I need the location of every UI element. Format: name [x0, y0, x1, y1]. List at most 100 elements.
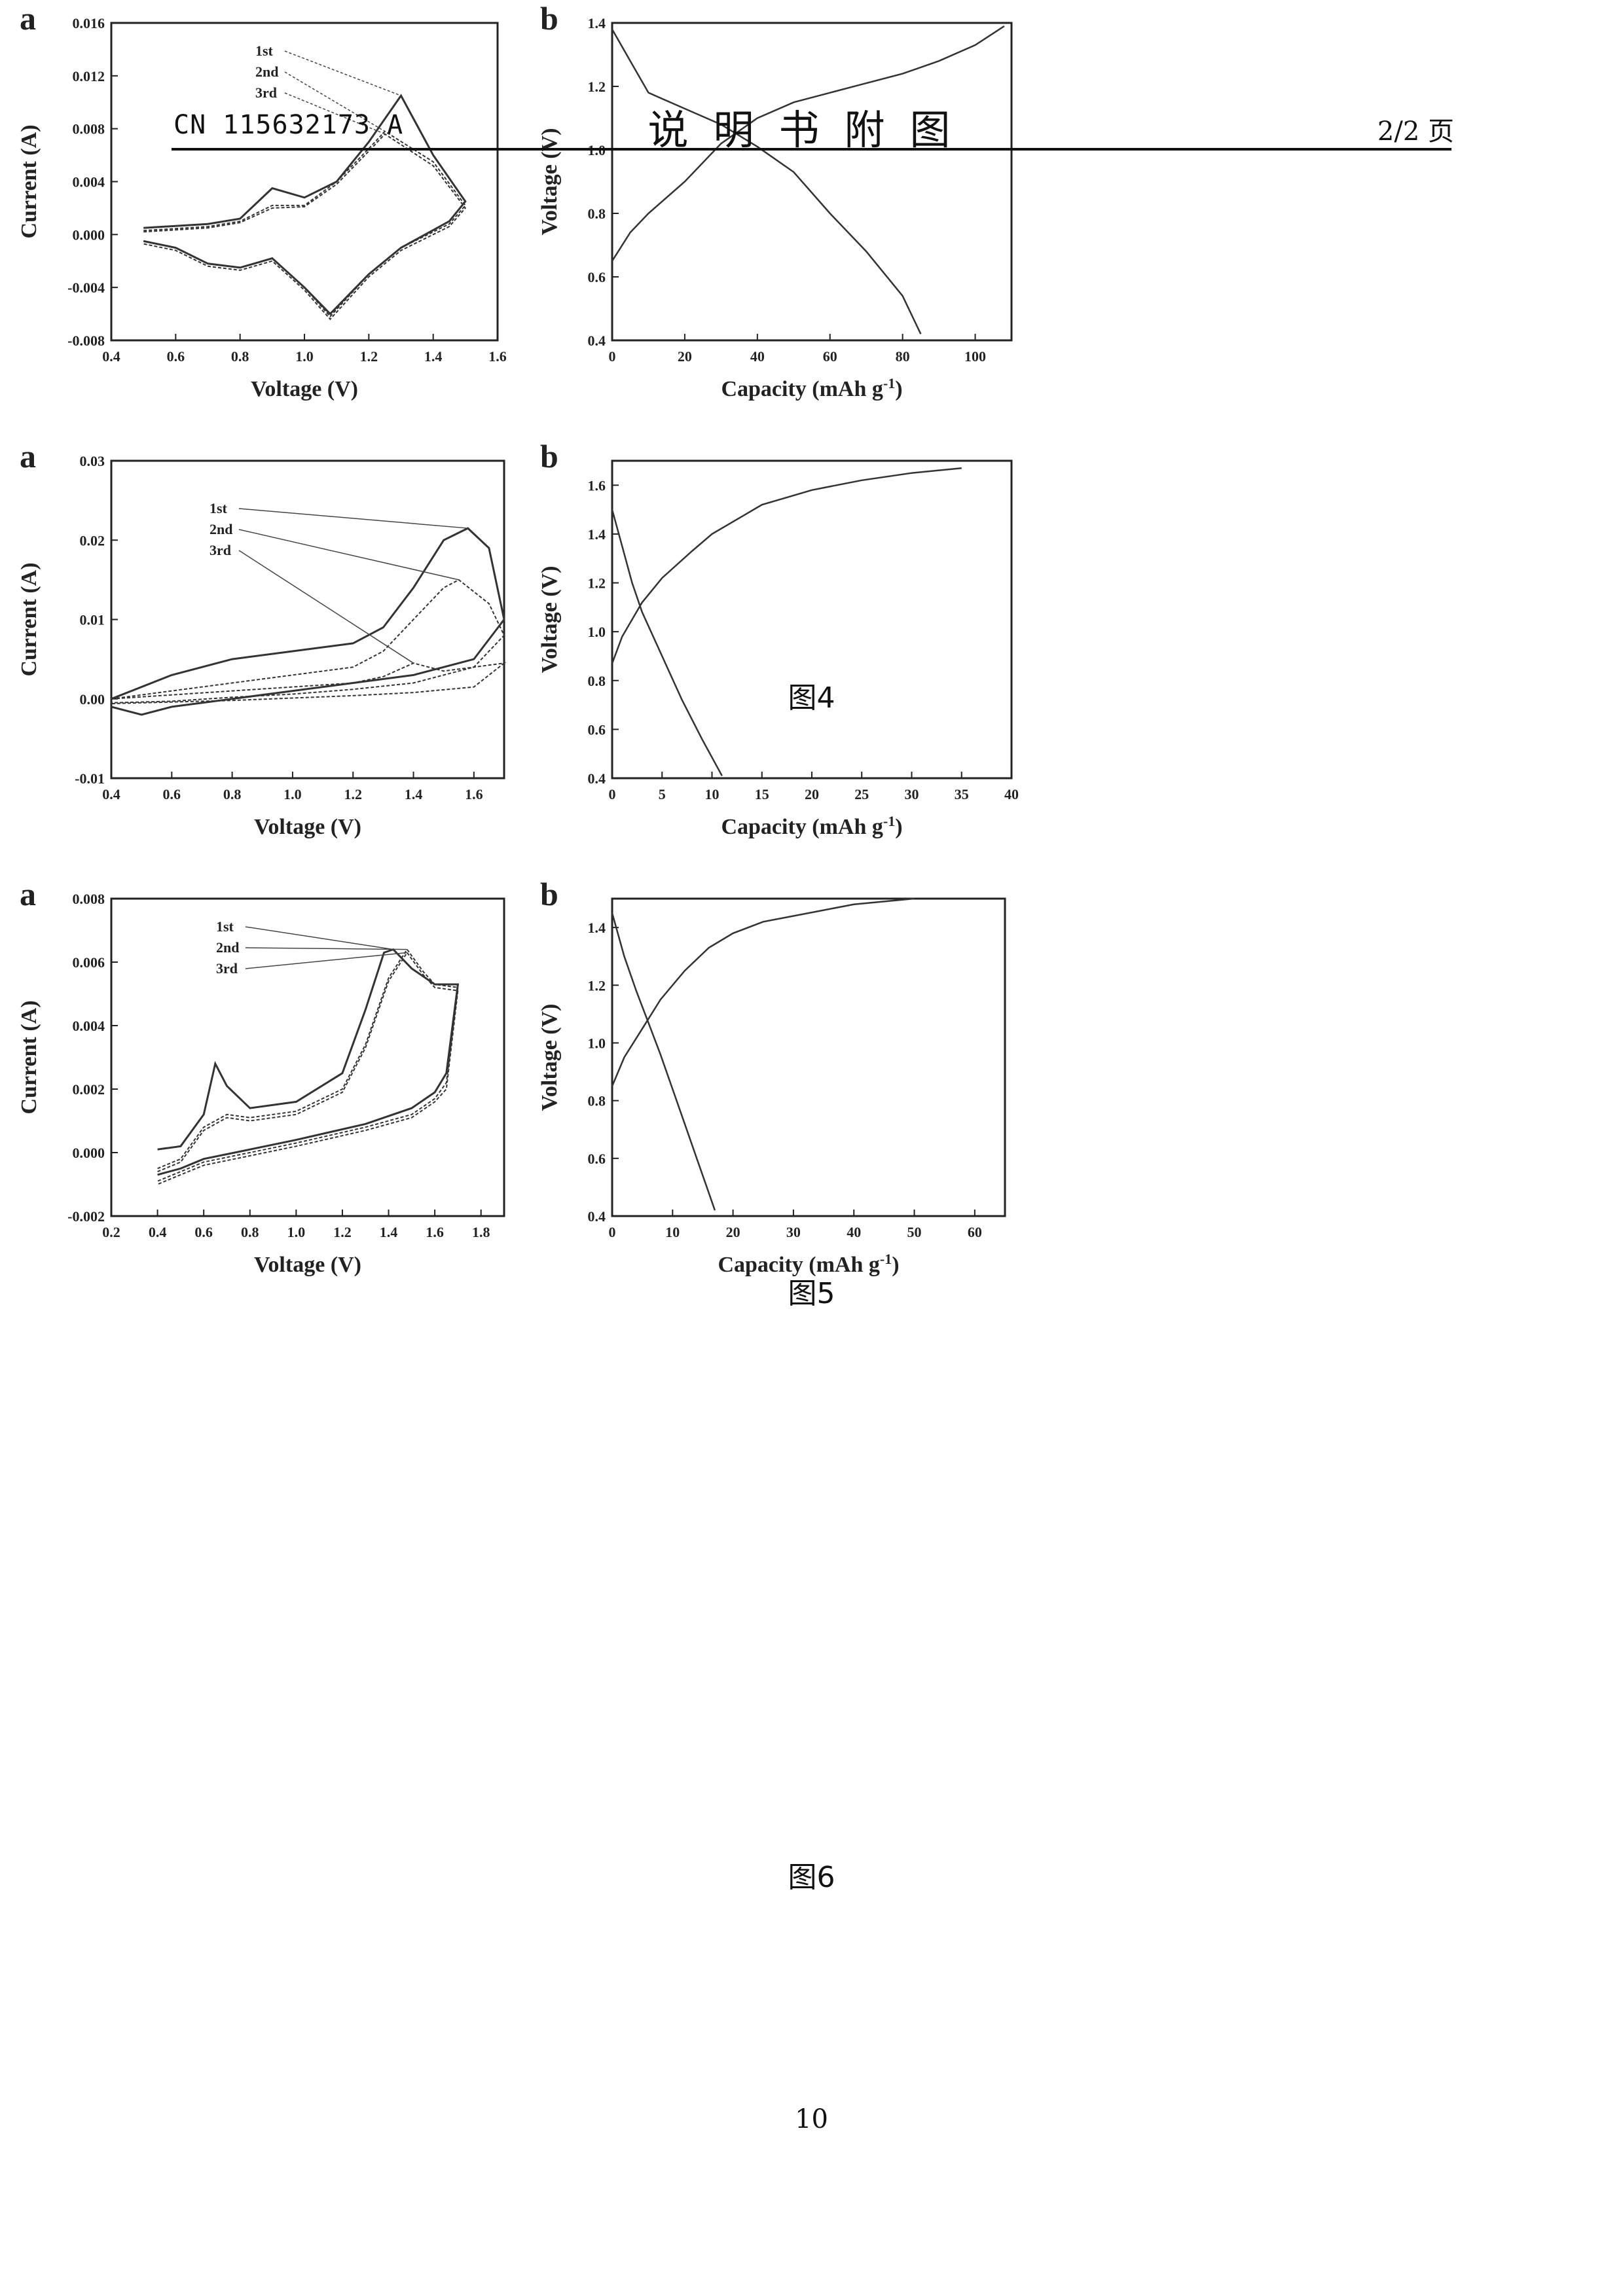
x-axis-label: Capacity (mAh g-1) — [718, 1251, 900, 1277]
y-tick-label: 1.4 — [588, 920, 606, 936]
fig4-caption: 图4 — [788, 681, 835, 715]
y-tick-label: 1.2 — [588, 79, 606, 95]
x-tick-label: 1.4 — [380, 1224, 398, 1240]
series-line — [143, 94, 467, 315]
fig5-caption: 图5 — [788, 1277, 835, 1310]
x-tick-label: 30 — [786, 1224, 801, 1240]
y-tick-label: 0.6 — [588, 1151, 606, 1167]
fig6-panel-a: 0.2 0.4 0.6 0.8 1.0 1.2 1.4 1.6 1.8 0.008 0.006 0.0… — [17, 876, 505, 1277]
y-tick-label: 0.8 — [588, 673, 606, 689]
legend-label: 2nd — [210, 521, 232, 537]
legend-leader-line — [238, 529, 459, 581]
y-tick-label: -0.002 — [67, 1208, 105, 1225]
legend-label: 3rd — [255, 84, 277, 101]
y-tick-label: 0.008 — [73, 121, 105, 137]
y-tick-label: 0.8 — [588, 206, 606, 222]
legend-leader-line — [238, 508, 468, 529]
y-tick-label: 0.4 — [588, 1208, 606, 1225]
x-tick-label: 10 — [665, 1224, 680, 1240]
series-line — [611, 25, 1005, 262]
y-tick-label: 1.6 — [588, 477, 606, 493]
y-axis-label: Current (A) — [17, 124, 41, 238]
y-tick-label: 0.8 — [588, 1093, 606, 1109]
legend-leader-line — [284, 50, 401, 96]
x-axis-label: Voltage (V) — [254, 1253, 361, 1277]
x-axis-label: Capacity (mAh g-1) — [721, 375, 903, 401]
plot-frame — [110, 459, 505, 780]
y-tick-label: -0.01 — [75, 770, 105, 787]
plot-frame — [110, 897, 505, 1217]
x-tick-label: 0.6 — [167, 348, 185, 365]
x-tick-label: 35 — [955, 786, 969, 802]
fig5-panel-b: 0 5 10 15 20 25 30 35 40 1.6 1.4 1.2 1.0 0.8 0.6 0.4 Cap… — [538, 438, 1019, 839]
x-tick-label: 40 — [847, 1224, 861, 1240]
series-line — [157, 951, 459, 1185]
x-tick-label: 40 — [1004, 786, 1019, 802]
series-line — [611, 509, 723, 776]
y-axis-label: Voltage (V) — [538, 128, 562, 236]
y-tick-label: 0.002 — [73, 1081, 105, 1098]
series-line — [611, 912, 716, 1211]
fig4-panel-a: 0.4 0.6 0.8 1.0 1.2 1.4 1.6 0.016 0.012 0.008 0.00… — [17, 0, 507, 401]
x-tick-label: 25 — [854, 786, 869, 802]
x-axis-label: Capacity (mAh g-1) — [721, 813, 903, 839]
y-tick-label: 1.0 — [588, 1035, 606, 1051]
x-tick-label: 20 — [678, 348, 692, 365]
y-tick-label: 0.6 — [588, 721, 606, 738]
patent-number: CN 115632173 A — [173, 110, 404, 140]
y-tick-label: 1.2 — [588, 977, 606, 994]
x-tick-label: 30 — [905, 786, 919, 802]
legend-leader-line — [245, 926, 393, 950]
x-tick-label: 60 — [968, 1224, 982, 1240]
y-tick-label: 0.000 — [73, 1145, 105, 1161]
y-tick-label: 1.2 — [588, 575, 606, 592]
panel-label: b — [540, 876, 558, 912]
panel-label: a — [20, 438, 36, 475]
legend-leader-line — [245, 947, 407, 950]
page-number: 10 — [795, 2104, 828, 2134]
y-tick-label: 0.01 — [80, 612, 105, 628]
x-tick-label: 0.4 — [149, 1224, 167, 1240]
fig6-panel-b: 0 10 20 30 40 50 60 1.4 1.2 1.0 0.8 0.6 0.4 Capacity … — [538, 876, 1006, 1277]
y-tick-label: 0.00 — [80, 691, 105, 708]
x-tick-label: 100 — [964, 348, 986, 365]
y-tick-label: 1.4 — [588, 526, 606, 543]
x-tick-label: 50 — [907, 1224, 922, 1240]
x-tick-label: 0.2 — [102, 1224, 120, 1240]
series-line — [111, 527, 505, 716]
x-tick-label: 0.6 — [194, 1224, 213, 1240]
legend-leader-line — [245, 952, 407, 969]
plot-frame — [611, 897, 1006, 1217]
x-tick-label: 0.8 — [223, 786, 242, 802]
legend-label: 1st — [216, 918, 234, 935]
x-tick-label: 60 — [823, 348, 837, 365]
y-tick-label: -0.004 — [67, 279, 105, 296]
y-tick-label: 0.016 — [73, 15, 105, 31]
series-line — [111, 662, 507, 704]
y-tick-label: -0.008 — [67, 332, 105, 349]
x-tick-label: 1.6 — [465, 786, 483, 802]
legend-label: 1st — [210, 500, 228, 516]
series-line — [611, 29, 922, 334]
y-tick-label: 0.012 — [73, 68, 105, 84]
legend-leader-line — [238, 550, 414, 664]
x-tick-label: 80 — [896, 348, 910, 365]
x-tick-label: 0 — [609, 786, 616, 802]
legend-label: 3rd — [210, 542, 231, 558]
panel-label: b — [540, 438, 558, 475]
y-axis-label: Voltage (V) — [538, 566, 562, 673]
x-tick-label: 1.0 — [283, 786, 302, 802]
y-tick-label: 0.000 — [73, 226, 105, 243]
x-tick-label: 0.8 — [241, 1224, 259, 1240]
plot-frame — [611, 459, 1013, 780]
plot-frame — [110, 22, 499, 342]
y-tick-label: 0.02 — [80, 532, 105, 548]
fig6-caption: 图6 — [788, 1861, 835, 1894]
page-count: 2/2 页 — [1377, 117, 1454, 147]
y-tick-label: 0.004 — [73, 174, 105, 190]
x-axis-label: Voltage (V) — [254, 815, 361, 839]
x-tick-label: 0.8 — [231, 348, 249, 365]
y-tick-label: 0.4 — [588, 332, 606, 349]
x-tick-label: 20 — [726, 1224, 740, 1240]
x-tick-label: 1.4 — [424, 348, 443, 365]
